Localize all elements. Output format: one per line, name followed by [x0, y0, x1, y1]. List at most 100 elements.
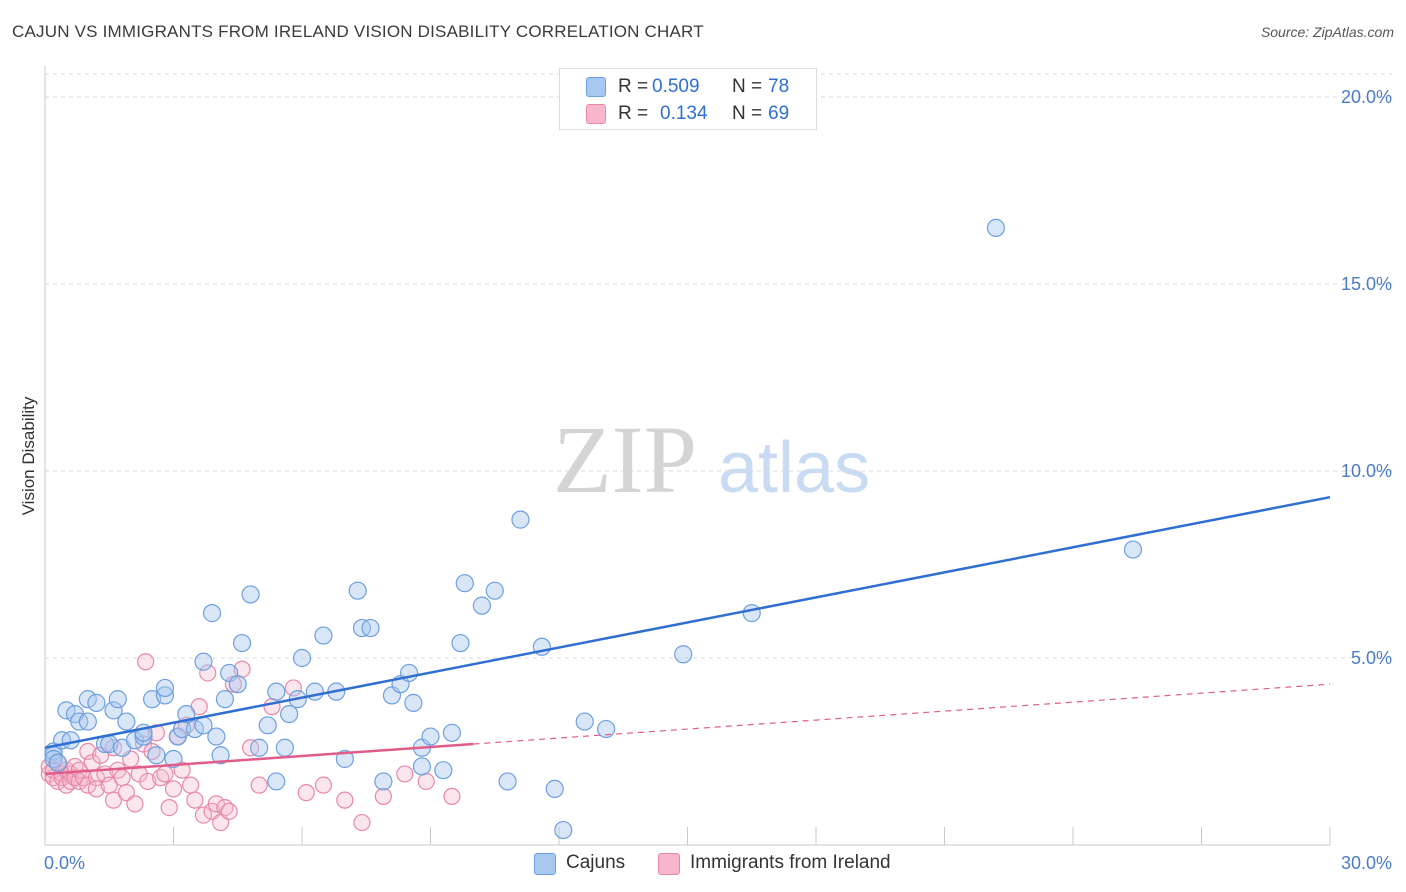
point-ireland-62 — [336, 791, 354, 809]
point-cajuns-22 — [147, 746, 166, 765]
tick-labels: 5.0% 10.0% 15.0% 20.0% 0.0% 30.0% — [44, 87, 1392, 873]
point-ireland-59 — [284, 679, 303, 697]
bottom-legend-label-ireland: Immigrants from Ireland — [690, 852, 891, 873]
point-cajuns-25 — [164, 749, 183, 769]
point-cajuns-39 — [241, 585, 260, 604]
legend-n-label: N = — [732, 76, 763, 97]
legend-r-label: R = — [618, 103, 649, 124]
axes — [44, 66, 1331, 846]
y-tick-label-0: 5.0% — [1351, 648, 1392, 668]
point-cajuns-43 — [267, 772, 286, 791]
legend-swatch-cajuns — [586, 77, 606, 97]
point-cajuns-73 — [554, 820, 573, 840]
point-ireland-60 — [297, 784, 315, 802]
point-cajuns-9 — [78, 712, 97, 731]
point-ireland-31 — [126, 795, 144, 813]
point-ireland-40 — [164, 780, 183, 798]
legend-n-value-cajuns: 78 — [768, 76, 790, 97]
point-ireland-21 — [87, 780, 106, 798]
point-cajuns-62 — [421, 727, 440, 746]
point-ireland-38 — [156, 765, 174, 783]
point-cajuns-77 — [742, 604, 761, 623]
watermark-atlas: atlas — [718, 428, 870, 508]
point-cajuns-40 — [250, 738, 269, 757]
point-cajuns-38 — [232, 633, 252, 653]
point-cajuns-32 — [202, 604, 222, 623]
legend-swatch-ireland — [586, 104, 606, 124]
point-ireland-61 — [314, 776, 333, 794]
point-ireland-28 — [113, 769, 131, 787]
point-cajuns-15 — [108, 690, 127, 709]
bottom-legend-swatch-cajuns — [534, 853, 556, 875]
trend-line-ireland-extension — [473, 683, 1331, 745]
point-cajuns-69 — [498, 772, 517, 791]
point-cajuns-68 — [485, 581, 504, 600]
point-ireland-50 — [207, 795, 225, 813]
point-cajuns-45 — [280, 704, 299, 724]
point-ireland-65 — [396, 765, 414, 783]
legend-r-value-cajuns: 0.509 — [652, 76, 700, 97]
gridlines — [45, 73, 1392, 659]
y-tick-label-3: 20.0% — [1341, 87, 1392, 107]
source-credit: Source: ZipAtlas.com — [1260, 24, 1394, 40]
point-cajuns-79 — [1123, 540, 1143, 559]
x-tick-label-1: 30.0% — [1341, 853, 1392, 873]
legend-r-value-ireland: 0.134 — [660, 103, 708, 124]
point-cajuns-51 — [335, 749, 354, 769]
bottom-legend-swatch-ireland — [658, 853, 680, 875]
series-cajuns — [44, 218, 1143, 840]
point-cajuns-17 — [117, 712, 136, 731]
point-ireland-26 — [104, 791, 123, 809]
point-cajuns-33 — [207, 727, 226, 746]
point-cajuns-64 — [442, 723, 462, 742]
point-cajuns-34 — [211, 746, 230, 765]
trend-line-cajuns — [44, 495, 1331, 749]
y-tick-label-2: 15.0% — [1341, 274, 1392, 294]
trend-line-ireland — [44, 742, 474, 776]
point-cajuns-52 — [348, 581, 367, 600]
point-cajuns-60 — [412, 757, 432, 776]
point-cajuns-70 — [511, 510, 530, 529]
point-ireland-48 — [199, 664, 217, 682]
point-ireland-17 — [79, 742, 97, 761]
point-cajuns-63 — [434, 761, 453, 780]
point-ireland-44 — [182, 776, 200, 794]
point-cajuns-6 — [61, 731, 80, 750]
point-cajuns-14 — [104, 701, 123, 720]
point-cajuns-44 — [275, 738, 294, 757]
point-cajuns-11 — [87, 693, 106, 712]
point-ireland-67 — [443, 787, 461, 805]
point-ireland-34 — [139, 772, 157, 791]
legend-n-label: N = — [732, 103, 763, 124]
point-cajuns-66 — [455, 574, 474, 593]
point-ireland-39 — [160, 798, 178, 817]
watermark: ZIP atlas — [553, 406, 870, 513]
point-cajuns-31 — [194, 652, 213, 671]
legend-n-value-ireland: 69 — [768, 103, 790, 124]
chart-title: CAJUN VS IMMIGRANTS FROM IRELAND VISION … — [12, 22, 704, 41]
point-cajuns-42 — [267, 682, 286, 701]
point-cajuns-35 — [215, 690, 234, 709]
point-ireland-66 — [417, 772, 435, 791]
point-cajuns-3 — [48, 753, 67, 772]
point-cajuns-65 — [451, 633, 470, 653]
point-cajuns-24 — [155, 678, 175, 698]
point-ireland-53 — [220, 802, 238, 820]
point-ireland-64 — [374, 787, 392, 805]
point-cajuns-74 — [575, 712, 594, 731]
point-ireland-45 — [186, 791, 204, 809]
point-cajuns-49 — [314, 626, 333, 645]
watermark-zip: ZIP — [553, 406, 697, 513]
y-tick-label-1: 10.0% — [1341, 461, 1392, 481]
point-cajuns-23 — [155, 686, 175, 705]
x-tick-label-0: 0.0% — [44, 853, 85, 873]
y-axis-title: Vision Disability — [19, 396, 38, 515]
point-ireland-58 — [263, 698, 281, 716]
point-cajuns-59 — [404, 693, 423, 712]
point-cajuns-37 — [228, 675, 247, 694]
point-ireland-57 — [250, 776, 268, 794]
point-cajuns-54 — [361, 618, 380, 638]
point-ireland-68 — [137, 653, 155, 671]
point-cajuns-47 — [292, 648, 312, 668]
